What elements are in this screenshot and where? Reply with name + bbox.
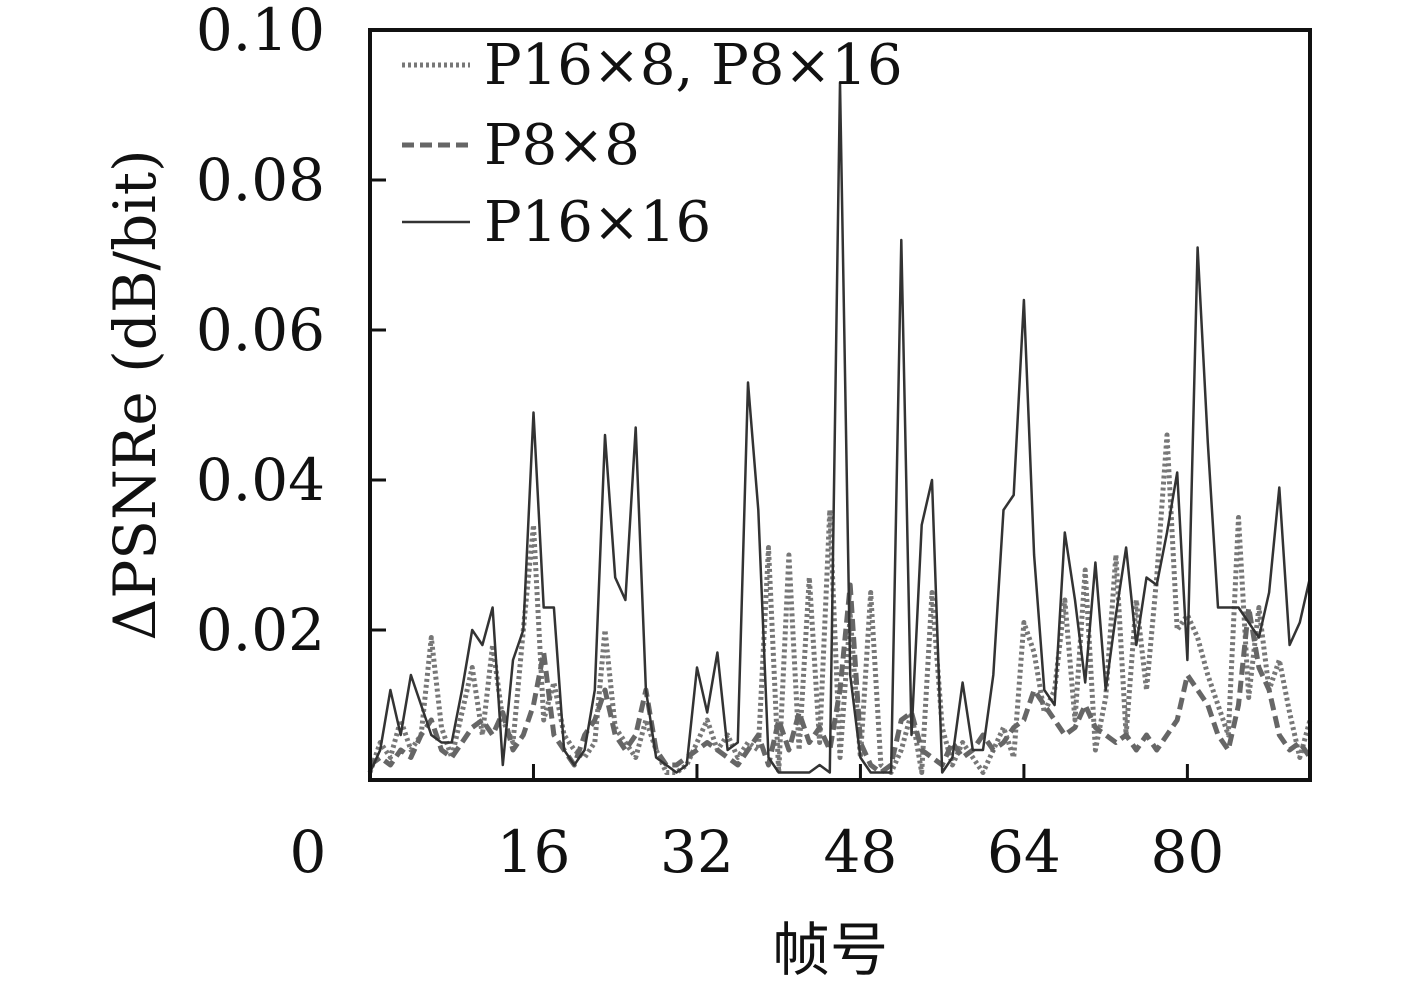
y-tick-label: 0.08 — [196, 146, 325, 214]
series-line-solid — [368, 81, 1312, 774]
x-tick-label: 32 — [660, 818, 734, 886]
plot-frame — [368, 28, 1312, 782]
legend-label-p16x16: P16×16 — [484, 190, 711, 255]
series-line-dotted — [367, 432, 1313, 775]
legend-label-p16x8-p8x16: P16×8, P8×16 — [484, 33, 903, 98]
x-tick-label: 48 — [824, 818, 898, 886]
x-tick-label: 64 — [987, 818, 1061, 886]
y-tick-label: 0.06 — [196, 296, 325, 364]
x-axis-title: 帧号 — [772, 916, 888, 984]
series-layer — [367, 81, 1313, 775]
series-line-dashed — [368, 582, 1313, 775]
y-tick-label: 0.04 — [196, 446, 325, 514]
ticks-layer — [370, 178, 1189, 780]
legend-label-p8x8: P8×8 — [484, 113, 640, 178]
x-tick-label: 0 — [290, 818, 327, 886]
y-tick-label: 0.10 — [196, 0, 325, 64]
legend: P16×8, P8×16 P8×8 P16×16 — [402, 33, 903, 255]
x-tick-label: 16 — [497, 818, 571, 886]
y-tick-label: 0.02 — [196, 596, 325, 664]
tick-labels: 0 16 32 48 64 80 0.02 0.04 0.06 0.08 0.10 — [196, 0, 1224, 886]
y-axis-title: ΔPSNRe (dB/bit) — [101, 149, 169, 640]
x-tick-label: 80 — [1150, 818, 1224, 886]
